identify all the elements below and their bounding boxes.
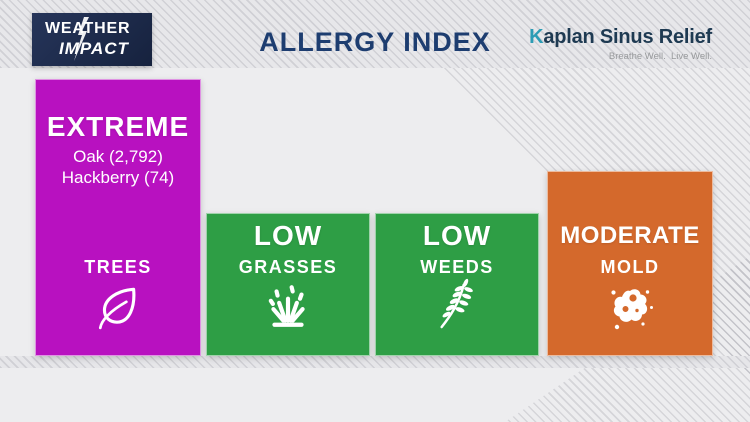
detail-line: Oak (2,792) (73, 147, 163, 166)
sponsor-logo: Kaplan Sinus Relief Breathe Well. Live W… (529, 26, 712, 62)
category-label: MOLD (600, 257, 660, 277)
sponsor-initial: K (529, 26, 544, 48)
grass-icon (268, 285, 305, 327)
brand-line1: WEATHER (45, 20, 131, 37)
level-label: LOW (253, 220, 323, 251)
lightning-bolt-icon (74, 17, 89, 61)
weed-icon (440, 278, 473, 329)
detail-line: Hackberry (74) (61, 168, 175, 187)
leaf-icon (98, 287, 136, 330)
striped-band-under-bars (0, 356, 750, 368)
category-label: WEEDS (420, 257, 494, 277)
mold-icon (611, 289, 653, 330)
bar-weeds: LOW WEEDS (375, 213, 539, 356)
category-label: GRASSES (238, 257, 338, 277)
brand-line2: IMPACT (59, 39, 129, 58)
level-label: LOW (422, 220, 492, 251)
bar-grasses: LOW GRASSES (206, 213, 370, 356)
level-label: EXTREME (46, 111, 190, 142)
detail-lines: Oak (2,792) Hackberry (74) (36, 146, 200, 188)
sponsor-tagline: Breathe Well. Live Well. (608, 51, 712, 62)
category-label: TREES (84, 257, 152, 277)
page-title: ALLERGY INDEX (259, 27, 491, 57)
bar-mold: MODERATE MOLD (547, 171, 713, 356)
bar-trees: EXTREME Oak (2,792) Hackberry (74) TREES (35, 79, 201, 356)
weather-impact-logo: WEATHER IMPACT (32, 13, 152, 66)
sponsor-name: Kaplan Sinus Relief (529, 26, 712, 49)
level-label: MODERATE (560, 222, 700, 249)
sponsor-name-rest: aplan Sinus Relief (543, 26, 712, 48)
